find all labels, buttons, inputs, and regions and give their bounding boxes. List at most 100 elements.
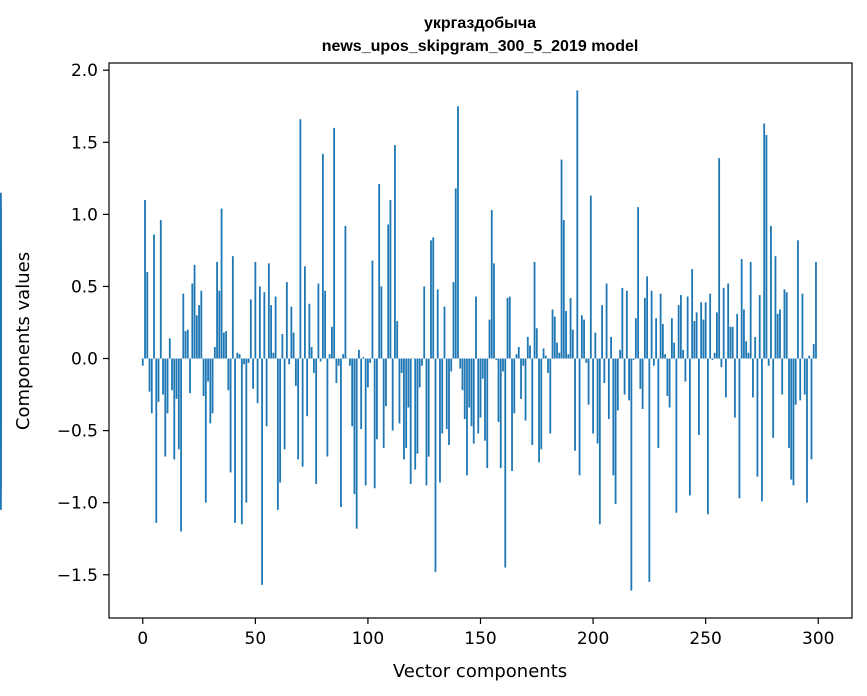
bar-23 — [193, 264, 196, 359]
bar-298 — [812, 344, 815, 359]
bar-42 — [236, 352, 239, 359]
bar-146 — [470, 358, 473, 427]
bar-165 — [513, 358, 516, 414]
bar-131 — [436, 289, 439, 359]
bar-53 — [261, 358, 263, 585]
bar-210 — [614, 358, 617, 505]
bar-159 — [499, 358, 502, 469]
bar-241 — [684, 358, 687, 382]
bar-255 — [716, 312, 718, 359]
bar-290 — [794, 358, 797, 405]
bar-150 — [479, 358, 482, 418]
bar-20 — [186, 329, 189, 359]
bar-187 — [562, 220, 565, 359]
bar-52 — [258, 286, 261, 359]
bar-63 — [283, 358, 286, 450]
bar-204 — [601, 305, 603, 359]
bar-9 — [162, 358, 164, 395]
bar-217 — [630, 358, 633, 591]
bar-137 — [450, 358, 453, 372]
bar-265 — [738, 358, 741, 499]
bar-72 — [303, 266, 306, 359]
bar-81 — [324, 290, 327, 359]
bar-100 — [367, 358, 369, 388]
bar-45 — [243, 358, 245, 365]
bar-145 — [468, 358, 471, 408]
bar-79 — [319, 358, 322, 362]
bar-203 — [598, 358, 601, 525]
bar-295 — [806, 358, 808, 503]
y-axis-ticks: −1.5 −1.0 −0.5 0.0 0.5 1.0 1.5 2.0 — [57, 61, 109, 586]
bar-179 — [544, 355, 547, 359]
bar-155 — [490, 210, 493, 359]
bar-34 — [218, 290, 221, 359]
bar-8 — [159, 220, 162, 359]
bar-undefined — [0, 358, 2, 408]
bar-115 — [400, 358, 403, 373]
bar-158 — [497, 358, 500, 422]
bar-132 — [439, 358, 441, 483]
bar-251 — [707, 358, 709, 515]
bar-22 — [191, 283, 194, 359]
bar-62 — [281, 334, 284, 359]
bar-275 — [761, 358, 763, 502]
bar-226 — [650, 290, 653, 359]
bar-125 — [423, 286, 426, 359]
bar-250 — [704, 302, 707, 359]
bar-197 — [585, 358, 588, 363]
bar-116 — [403, 358, 405, 460]
bar-205 — [603, 358, 606, 384]
bar-157 — [495, 358, 498, 360]
bar-178 — [542, 348, 545, 359]
bar-294 — [803, 358, 806, 395]
bar-39 — [229, 358, 232, 473]
bar-225 — [648, 358, 651, 582]
bar-106 — [380, 286, 383, 359]
bar-274 — [758, 295, 761, 359]
bar-16 — [177, 358, 180, 450]
chart-title-line2: news_upos_skipgram_300_5_2019 model — [322, 38, 639, 55]
bar-102 — [371, 260, 374, 359]
bar-129 — [432, 237, 435, 359]
bar-28 — [204, 358, 207, 503]
bar-220 — [637, 207, 640, 359]
bar-59 — [274, 296, 277, 359]
bar-281 — [774, 256, 777, 359]
bar-258 — [722, 287, 725, 359]
bar-151 — [481, 358, 484, 379]
bar-78 — [317, 283, 320, 359]
bar-74 — [308, 303, 311, 359]
bar-41 — [234, 358, 236, 523]
x-tick-label: 150 — [464, 629, 496, 649]
bar-195 — [580, 315, 583, 359]
bar-268 — [745, 341, 748, 359]
bar-227 — [652, 358, 655, 366]
bar-5 — [153, 234, 155, 359]
bar-163 — [508, 296, 511, 359]
bar-242 — [686, 296, 689, 359]
bar-43 — [238, 354, 241, 359]
bar-49 — [252, 358, 254, 389]
bar-71 — [301, 358, 304, 467]
bar-148 — [475, 296, 477, 359]
x-tick-label: 300 — [802, 629, 834, 649]
bar-257 — [720, 358, 723, 368]
y-axis-label: Components values — [13, 252, 34, 430]
bar-171 — [526, 336, 529, 359]
bar-201 — [594, 332, 597, 359]
bar-248 — [700, 302, 703, 359]
bar-196 — [583, 319, 585, 359]
bar-111 — [391, 358, 394, 431]
bar-169 — [522, 358, 525, 366]
x-tick-label: 200 — [577, 629, 609, 649]
bar-162 — [506, 297, 509, 359]
bar-272 — [754, 336, 757, 359]
bar-60 — [276, 358, 279, 510]
bar-103 — [373, 358, 376, 489]
bar-67 — [292, 332, 295, 359]
bar-260 — [727, 283, 730, 359]
bar-189 — [567, 354, 570, 359]
bar-291 — [797, 240, 799, 359]
bar-44 — [240, 358, 243, 525]
bar-139 — [454, 188, 457, 359]
